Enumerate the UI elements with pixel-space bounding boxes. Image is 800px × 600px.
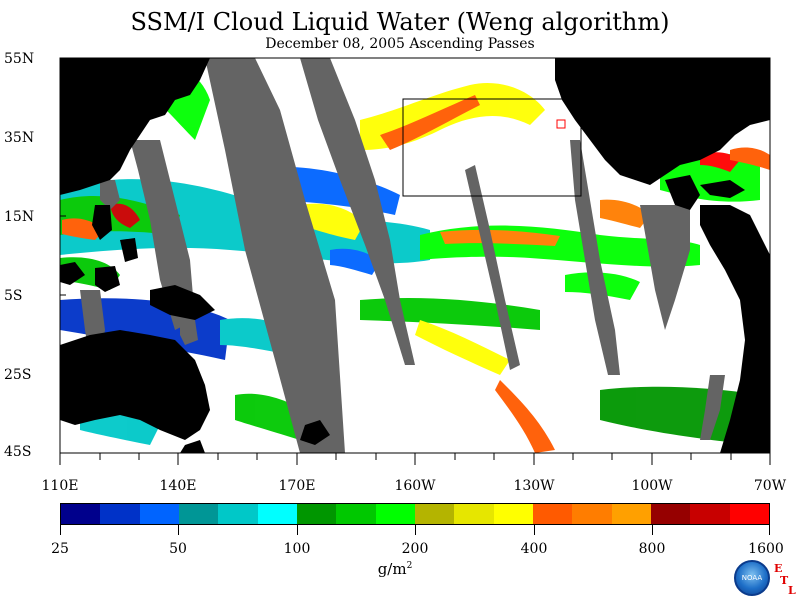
colorbar-swatch <box>650 504 691 524</box>
units-exponent: 2 <box>406 561 413 571</box>
lat-label-25s: 25S <box>4 367 32 383</box>
lat-label-35n: 35N <box>4 130 35 146</box>
station-marker <box>556 119 566 129</box>
lat-label-5s: 5S <box>4 288 23 304</box>
colorbar-tick <box>297 525 298 535</box>
colorbar-swatch <box>218 504 258 524</box>
units-label: g/m2 <box>378 560 413 578</box>
colorbar-swatch <box>611 504 651 524</box>
colorbar-label-25: 25 <box>51 541 69 557</box>
colorbar-swatch <box>336 504 376 524</box>
colorbar-swatch <box>454 504 494 524</box>
map-subtitle: December 08, 2005 Ascending Passes <box>265 36 535 52</box>
colorbar-tick <box>178 525 179 535</box>
colorbar-tick <box>652 525 653 535</box>
colorbar-tick <box>415 525 416 535</box>
colorbar-tick <box>534 525 535 535</box>
colorbar-swatch <box>414 504 455 524</box>
colorbar-swatch <box>690 504 730 524</box>
colorbar-swatch <box>572 504 612 524</box>
colorbar-label-800: 800 <box>638 541 666 557</box>
colorbar-swatch <box>139 504 179 524</box>
noaa-logo: NOAA <box>734 560 770 596</box>
colorbar-swatch <box>493 504 533 524</box>
lat-label-55n: 55N <box>4 51 35 67</box>
colorbar-label-400: 400 <box>520 541 548 557</box>
lat-label-15n: 15N <box>4 209 35 225</box>
colorbar-label-50: 50 <box>169 541 187 557</box>
etl-letter-e: E <box>774 562 783 575</box>
lon-label-130w: 130W <box>513 478 555 494</box>
map-title: SSM/I Cloud Liquid Water (Weng algorithm… <box>130 8 670 36</box>
colorbar-swatch <box>296 504 337 524</box>
etl-letter-l: L <box>788 584 796 597</box>
lon-ticks <box>59 453 771 465</box>
lon-label-170e: 170E <box>278 478 316 494</box>
land-masses <box>60 58 770 453</box>
noaa-logo-text: NOAA <box>741 574 763 582</box>
lon-label-160w: 160W <box>394 478 436 494</box>
colorbar-swatch <box>532 504 573 524</box>
colorbar-label-200: 200 <box>401 541 429 557</box>
colorbar-swatch <box>100 504 140 524</box>
lon-label-110e: 110E <box>41 478 79 494</box>
lon-label-140e: 140E <box>159 478 197 494</box>
lat-ticks <box>60 57 66 454</box>
colorbar-swatch <box>375 504 415 524</box>
colorbar-label-1600: 1600 <box>748 541 784 557</box>
colorbar-tick <box>769 525 770 535</box>
analysis-box <box>402 98 582 197</box>
lon-label-70w: 70W <box>753 478 787 494</box>
colorbar-swatch <box>178 504 219 524</box>
colorbar <box>60 503 770 525</box>
etl-letter-t: T <box>780 574 789 587</box>
lon-label-100w: 100W <box>631 478 673 494</box>
units-base: g/m <box>377 560 407 578</box>
colorbar-swatch <box>257 504 297 524</box>
colorbar-swatch <box>729 504 769 524</box>
colorbar-swatch <box>61 504 101 524</box>
swath-gaps <box>80 58 725 453</box>
colorbar-label-100: 100 <box>283 541 311 557</box>
lat-label-45s: 45S <box>4 444 32 460</box>
colorbar-tick <box>60 525 61 535</box>
